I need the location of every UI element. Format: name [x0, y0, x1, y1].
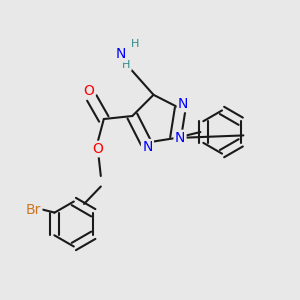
Text: N: N: [115, 47, 126, 61]
Text: N: N: [142, 140, 153, 154]
Text: O: O: [83, 83, 94, 98]
Text: H: H: [122, 60, 131, 70]
Text: N: N: [175, 131, 185, 145]
Text: H: H: [131, 39, 140, 49]
Text: O: O: [92, 142, 103, 156]
Text: N: N: [178, 97, 188, 111]
Text: Br: Br: [26, 202, 41, 217]
